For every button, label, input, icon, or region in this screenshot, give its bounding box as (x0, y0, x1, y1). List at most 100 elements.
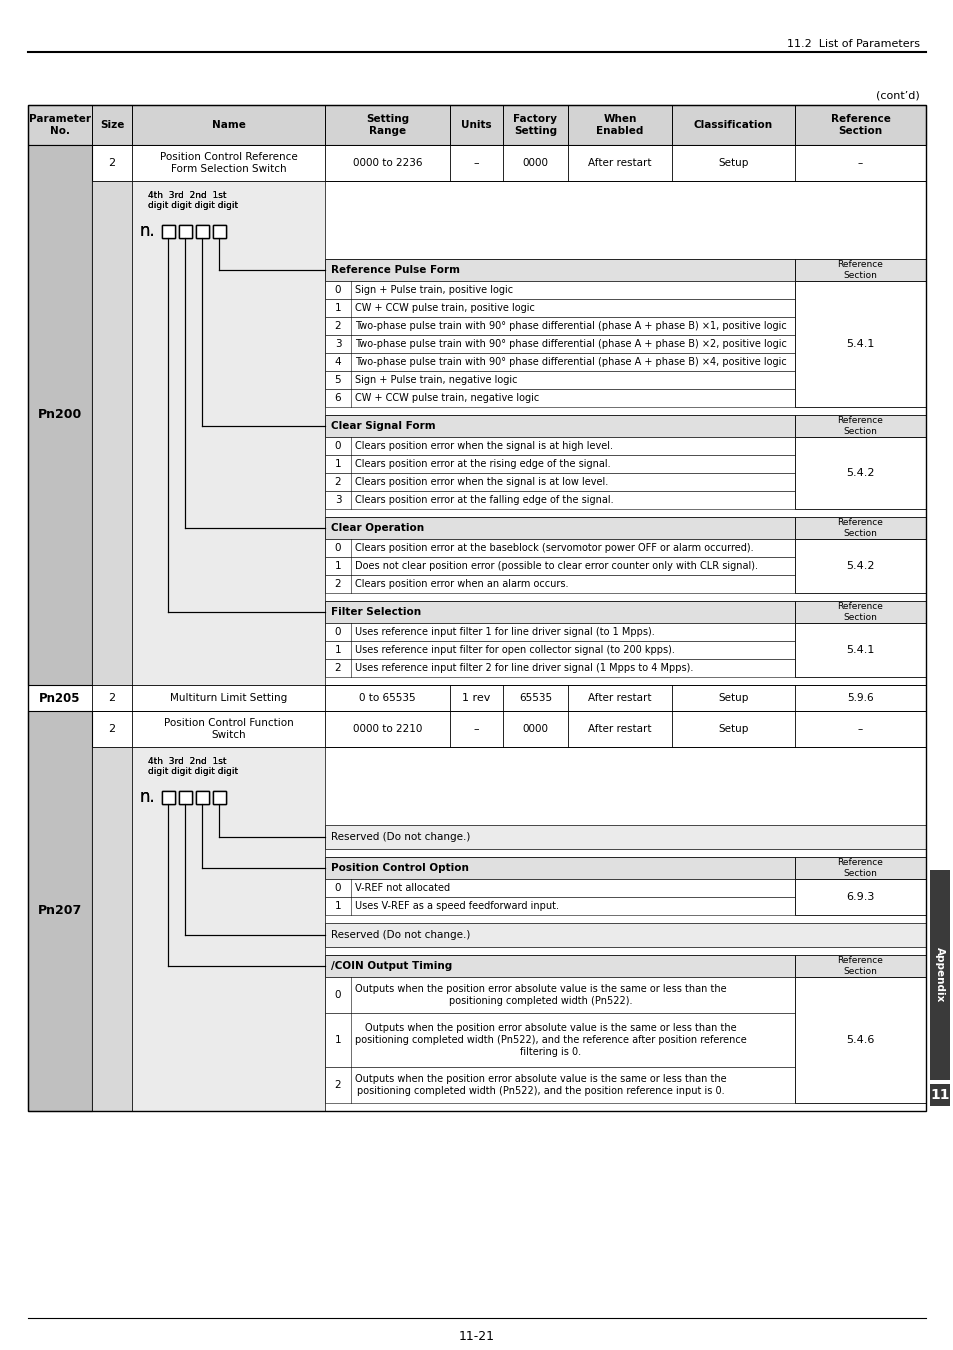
Bar (325, 317, 794, 335)
Text: 2: 2 (335, 477, 341, 487)
Text: 1: 1 (335, 302, 341, 313)
Text: 0: 0 (335, 883, 341, 892)
Bar (91, 747, 132, 1111)
Text: 0000: 0000 (522, 724, 548, 734)
Text: 0: 0 (335, 626, 341, 637)
Text: Reference
Section: Reference Section (837, 518, 882, 537)
Bar (325, 977, 794, 1012)
Text: 5.4.1: 5.4.1 (845, 645, 874, 655)
Text: Uses V-REF as a speed feedforward input.: Uses V-REF as a speed feedforward input. (355, 900, 558, 911)
Text: 5.4.6: 5.4.6 (845, 1035, 874, 1045)
Text: Setting
Range: Setting Range (366, 115, 409, 136)
Text: Setup: Setup (718, 724, 748, 734)
Bar (162, 791, 174, 803)
Bar (325, 1012, 794, 1066)
Text: 5.9.6: 5.9.6 (846, 693, 873, 703)
Text: Reference
Section: Reference Section (837, 261, 882, 279)
Text: After restart: After restart (588, 693, 651, 703)
Text: Uses reference input filter 2 for line driver signal (1 Mpps to 4 Mpps).: Uses reference input filter 2 for line d… (355, 663, 693, 674)
Bar (28, 105, 925, 144)
Bar (325, 414, 794, 437)
Bar (325, 641, 794, 659)
Bar (325, 455, 794, 472)
Text: 0 to 65535: 0 to 65535 (359, 693, 416, 703)
Bar (325, 1066, 794, 1103)
Bar (28, 684, 925, 711)
Text: After restart: After restart (588, 158, 651, 167)
Text: digit digit digit digit: digit digit digit digit (148, 767, 238, 775)
Text: 4th  3rd  2nd  1st: 4th 3rd 2nd 1st (148, 756, 226, 765)
Text: 1: 1 (335, 562, 341, 571)
Text: Reference
Section: Reference Section (837, 956, 882, 976)
Text: –: – (474, 724, 478, 734)
Bar (794, 977, 925, 1103)
Bar (325, 879, 794, 896)
Text: 0: 0 (335, 543, 341, 554)
Bar (179, 224, 192, 238)
Bar (28, 105, 925, 1111)
Text: 3: 3 (335, 339, 341, 350)
Text: digit digit digit digit: digit digit digit digit (148, 201, 238, 209)
Text: 2: 2 (335, 579, 341, 589)
Bar (132, 181, 325, 684)
Bar (325, 335, 794, 352)
Bar (794, 622, 925, 676)
Text: Outputs when the position error absolute value is the same or less than the
posi: Outputs when the position error absolute… (355, 1075, 726, 1096)
Bar (794, 437, 925, 509)
Text: digit digit digit digit: digit digit digit digit (148, 201, 238, 209)
Text: 4: 4 (335, 356, 341, 367)
Bar (213, 791, 226, 803)
Text: 4th  3rd  2nd  1st: 4th 3rd 2nd 1st (148, 190, 226, 200)
Bar (162, 791, 174, 803)
Bar (794, 857, 925, 879)
Text: 1: 1 (335, 900, 341, 911)
Text: 1 rev: 1 rev (462, 693, 490, 703)
Text: Appendix: Appendix (934, 948, 944, 1003)
Bar (794, 259, 925, 281)
Text: Reference
Section: Reference Section (830, 115, 889, 136)
Bar (195, 791, 209, 803)
Text: Reference
Section: Reference Section (837, 602, 882, 622)
Bar (794, 879, 925, 915)
Text: digit digit digit digit: digit digit digit digit (148, 767, 238, 775)
Text: 0: 0 (335, 441, 341, 451)
Text: Pn205: Pn205 (39, 691, 81, 705)
Bar (794, 281, 925, 406)
Text: (cont’d): (cont’d) (876, 90, 919, 101)
Text: –: – (857, 158, 862, 167)
Text: Uses reference input filter 1 for line driver signal (to 1 Mpps).: Uses reference input filter 1 for line d… (355, 626, 654, 637)
Bar (325, 539, 794, 558)
Bar (325, 352, 794, 371)
Bar (325, 491, 794, 509)
Bar (325, 259, 794, 281)
Text: 11.2  List of Parameters: 11.2 List of Parameters (786, 39, 919, 49)
Bar (213, 224, 226, 238)
Text: –: – (474, 158, 478, 167)
Text: 0000 to 2210: 0000 to 2210 (353, 724, 422, 734)
Text: Uses reference input filter for open collector signal (to 200 kpps).: Uses reference input filter for open col… (355, 645, 674, 655)
Text: 2: 2 (109, 693, 115, 703)
Text: Two-phase pulse train with 90° phase differential (phase A + phase B) ×4, positi: Two-phase pulse train with 90° phase dif… (355, 356, 786, 367)
Text: n.: n. (140, 788, 155, 806)
Text: 0000 to 2236: 0000 to 2236 (353, 158, 422, 167)
Text: Multiturn Limit Setting: Multiturn Limit Setting (170, 693, 287, 703)
Text: V-REF not allocated: V-REF not allocated (355, 883, 450, 892)
Text: Filter Selection: Filter Selection (331, 608, 420, 617)
Bar (325, 558, 794, 575)
Text: 5.4.2: 5.4.2 (845, 468, 874, 478)
Text: 5.4.1: 5.4.1 (845, 339, 874, 350)
Text: 11: 11 (929, 1088, 949, 1102)
Bar (91, 181, 132, 684)
Bar (132, 747, 325, 1111)
Bar (325, 954, 794, 977)
Bar (325, 857, 794, 879)
Text: Reference
Section: Reference Section (837, 859, 882, 878)
Text: Does not clear position error (possible to clear error counter only with CLR sig: Does not clear position error (possible … (355, 562, 758, 571)
Text: Size: Size (100, 120, 124, 130)
Text: 2: 2 (335, 663, 341, 674)
Bar (179, 224, 192, 238)
Text: When
Enabled: When Enabled (596, 115, 643, 136)
Text: 0000: 0000 (522, 158, 548, 167)
Bar (325, 371, 794, 389)
Text: Name: Name (212, 120, 245, 130)
